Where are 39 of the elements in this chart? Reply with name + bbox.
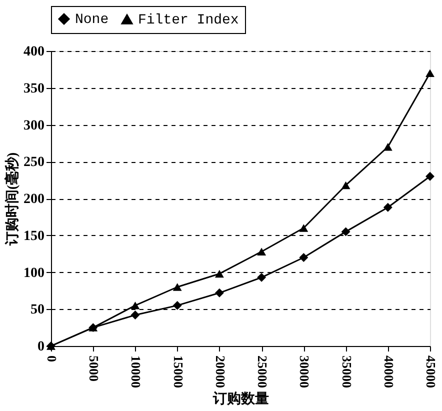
- x-tick-label: 5000: [86, 356, 102, 382]
- y-tick-label: 200: [24, 192, 44, 207]
- y-tick-label: 250: [24, 155, 44, 170]
- y-tick-label: 350: [24, 81, 44, 96]
- point: [426, 172, 434, 181]
- legend-label: None: [75, 12, 109, 28]
- y-tick-label: 300: [24, 118, 44, 134]
- x-tick-label: 15000: [170, 356, 186, 388]
- x-tick-label: 30000: [297, 356, 312, 388]
- point: [214, 288, 224, 298]
- x-tick-label: 20000: [212, 356, 228, 388]
- y-tick-label: 150: [24, 228, 44, 244]
- point: [172, 300, 182, 310]
- y-axis-title: 订购时间(毫秒): [4, 152, 20, 247]
- y-tick-label: 100: [24, 266, 44, 281]
- x-tick-label: 45000: [424, 356, 438, 388]
- point: [299, 224, 308, 232]
- point: [130, 310, 140, 320]
- x-tick-label: 35000: [339, 356, 354, 388]
- point: [130, 302, 140, 310]
- x-tick-label: 10000: [128, 356, 144, 388]
- point: [299, 253, 308, 262]
- point: [383, 143, 392, 151]
- x-axis-title: 订购数量: [212, 391, 269, 407]
- point: [257, 248, 266, 256]
- point: [383, 202, 392, 212]
- x-tick-label: 0: [44, 356, 60, 362]
- y-tick-label: 50: [30, 302, 44, 318]
- point: [257, 272, 266, 282]
- point: [341, 181, 350, 190]
- y-tick-label: 0: [38, 340, 44, 354]
- legend-label: Filter Index: [138, 12, 239, 28]
- x-tick-label: 40000: [381, 356, 396, 388]
- point: [426, 69, 434, 77]
- point: [172, 283, 182, 291]
- y-tick-label: 400: [24, 44, 44, 60]
- point: [214, 270, 224, 278]
- x-tick-label: 25000: [255, 356, 270, 388]
- point: [341, 227, 350, 236]
